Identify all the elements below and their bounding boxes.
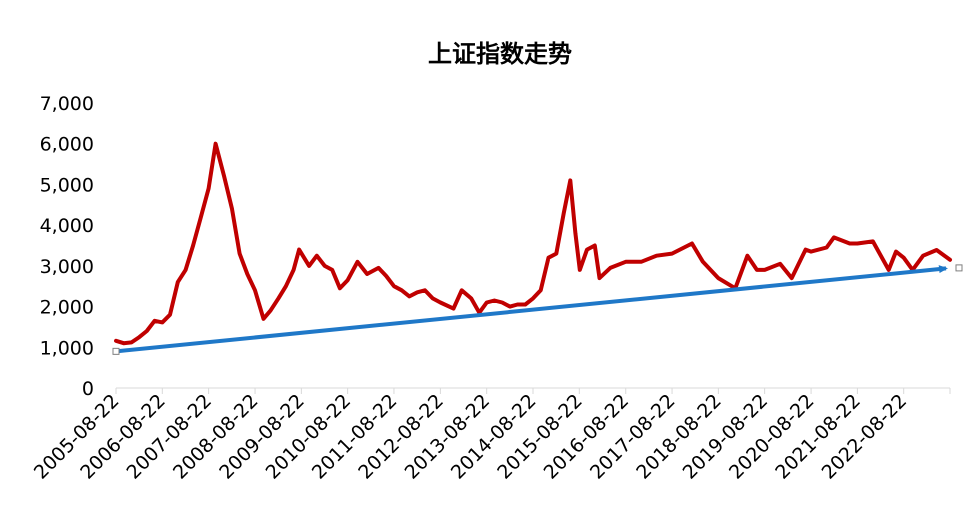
trend-start-handle — [112, 347, 120, 355]
y-tick-label: 7,000 — [40, 93, 94, 115]
trend-end-handle — [955, 264, 963, 272]
y-tick-label: 6,000 — [40, 134, 94, 156]
index-series-line — [114, 141, 952, 346]
x-axis: 2005-08-222006-08-222007-08-222008-08-22… — [30, 387, 951, 484]
y-tick-label: 0 — [82, 378, 94, 400]
y-tick-label: 1,000 — [40, 337, 94, 359]
y-tick-label: 4,000 — [40, 215, 94, 237]
chart-title: 上证指数走势 — [428, 40, 572, 68]
plot-area — [112, 141, 963, 355]
trend-arrow-line — [115, 265, 948, 354]
y-tick-label: 5,000 — [40, 174, 94, 196]
y-tick-label: 2,000 — [40, 297, 94, 319]
y-axis: 0 1,000 2,000 3,000 4,000 5,000 6,000 7,000 — [40, 93, 94, 400]
y-tick-label: 3,000 — [40, 256, 94, 278]
